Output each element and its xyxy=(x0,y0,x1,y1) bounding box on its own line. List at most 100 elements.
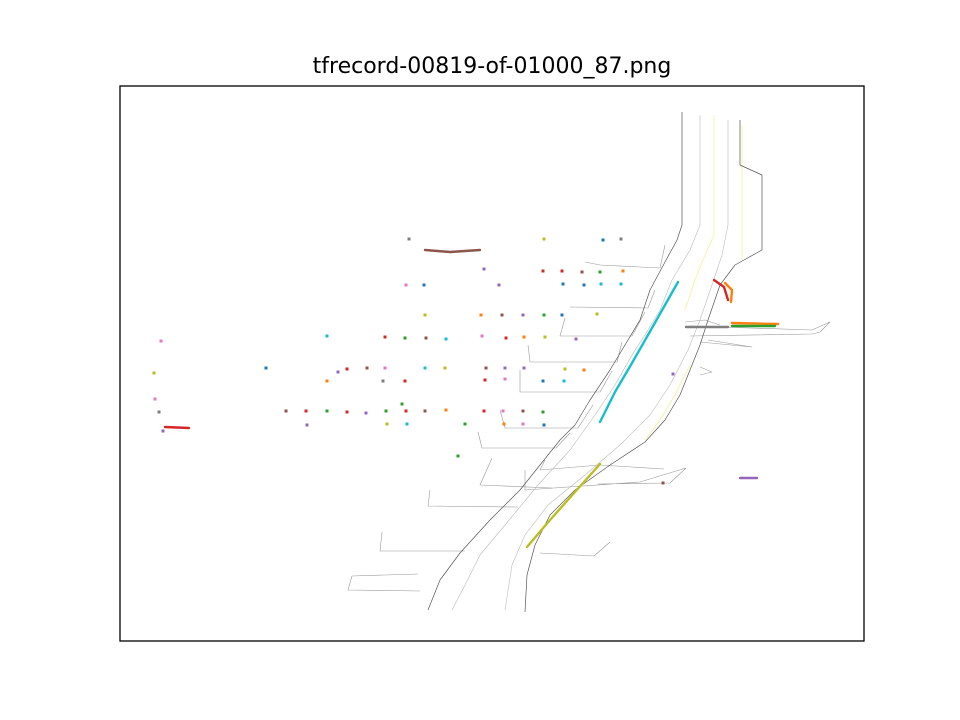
agent-point-55 xyxy=(671,372,675,376)
agent-point-46 xyxy=(563,367,567,371)
agent-track-1 xyxy=(598,280,680,424)
agent-point-24 xyxy=(159,339,163,343)
map-line-5 xyxy=(499,404,594,429)
agent-track-9 xyxy=(163,425,191,430)
agent-point-14 xyxy=(582,283,586,287)
agent-point-63 xyxy=(364,411,368,415)
agent-point-73 xyxy=(305,423,309,427)
agent-point-78 xyxy=(521,422,525,426)
agent-point-71 xyxy=(541,410,545,414)
agent-point-65 xyxy=(404,409,408,413)
agent-point-67 xyxy=(444,408,448,412)
map-line-6 xyxy=(477,431,571,449)
agent-point-53 xyxy=(541,379,545,383)
agent-point-3 xyxy=(619,237,623,241)
agent-point-12 xyxy=(497,283,501,287)
agent-point-40 xyxy=(383,366,387,370)
agent-point-0 xyxy=(407,237,411,241)
agent-point-57 xyxy=(400,402,404,406)
chart-title: tfrecord-00819-of-01000_87.png xyxy=(313,54,672,79)
agent-point-35 xyxy=(152,371,156,375)
agent-point-8 xyxy=(598,270,602,274)
map-line-3 xyxy=(527,341,623,363)
yellow-line-0 xyxy=(684,115,715,311)
map-line-0 xyxy=(584,244,666,269)
map-line-17 xyxy=(699,339,753,348)
agent-point-33 xyxy=(543,335,547,339)
agent-point-25 xyxy=(325,334,329,338)
agent-point-62 xyxy=(345,410,349,414)
agent-point-68 xyxy=(482,409,486,413)
agent-point-9 xyxy=(621,269,625,273)
agent-point-69 xyxy=(501,409,505,413)
track-layer xyxy=(163,248,780,549)
agent-track-4 xyxy=(723,281,734,304)
agent-track-3 xyxy=(712,278,730,302)
agent-track-0 xyxy=(423,248,482,254)
agent-point-51 xyxy=(483,378,487,382)
agent-point-34 xyxy=(574,337,578,341)
agent-point-19 xyxy=(500,313,504,317)
agent-track-2 xyxy=(525,462,602,549)
agent-point-66 xyxy=(423,409,427,413)
map-line-18 xyxy=(699,366,713,376)
agent-point-31 xyxy=(504,336,508,340)
agent-point-59 xyxy=(284,409,288,413)
agent-point-21 xyxy=(542,313,546,317)
agent-point-70 xyxy=(521,409,525,413)
map-line-14 xyxy=(539,541,611,557)
agent-point-45 xyxy=(522,366,526,370)
agent-point-4 xyxy=(482,267,486,271)
map-line-4 xyxy=(519,370,613,393)
agent-point-16 xyxy=(619,282,623,286)
map-line-9 xyxy=(524,467,687,491)
agent-point-29 xyxy=(444,337,448,341)
agent-point-74 xyxy=(385,422,389,426)
agent-point-79 xyxy=(542,423,546,427)
agent-point-54 xyxy=(562,379,566,383)
agent-point-1 xyxy=(542,237,546,241)
agent-point-48 xyxy=(325,379,329,383)
lane-center-1 xyxy=(504,120,729,611)
agent-point-28 xyxy=(424,336,428,340)
agent-point-41 xyxy=(423,366,427,370)
agent-track-5 xyxy=(730,321,780,326)
agent-point-32 xyxy=(522,335,526,339)
agent-point-60 xyxy=(304,409,308,413)
agent-point-77 xyxy=(502,422,506,426)
agent-point-56 xyxy=(153,397,157,401)
agent-point-30 xyxy=(480,334,484,338)
agent-point-43 xyxy=(484,366,488,370)
agent-point-38 xyxy=(345,367,349,371)
agent-point-15 xyxy=(599,282,603,286)
road-edge-0 xyxy=(427,112,683,611)
agent-point-17 xyxy=(423,313,427,317)
agent-point-36 xyxy=(264,366,268,370)
agent-point-18 xyxy=(479,313,483,317)
agent-point-64 xyxy=(384,409,388,413)
map-line-13 xyxy=(351,573,419,577)
map-layer xyxy=(347,112,831,613)
map-line-11 xyxy=(379,531,465,552)
agent-point-39 xyxy=(365,366,369,370)
agent-point-27 xyxy=(403,336,407,340)
agent-point-13 xyxy=(561,282,565,286)
map-line-8 xyxy=(479,457,553,489)
agent-point-61 xyxy=(325,409,329,413)
agent-point-10 xyxy=(404,283,408,287)
map-line-12 xyxy=(347,575,421,592)
agent-point-75 xyxy=(405,422,409,426)
agent-point-37 xyxy=(336,370,340,374)
yellow-line-2 xyxy=(644,364,691,441)
plot-frame xyxy=(119,85,865,642)
agent-point-76 xyxy=(463,422,467,426)
agent-point-5 xyxy=(541,269,545,273)
map-line-2 xyxy=(559,311,646,337)
agent-point-49 xyxy=(381,379,385,383)
agent-point-80 xyxy=(456,454,460,458)
agent-point-58 xyxy=(157,410,161,414)
agent-point-22 xyxy=(560,313,564,317)
map-line-7 xyxy=(539,459,665,471)
